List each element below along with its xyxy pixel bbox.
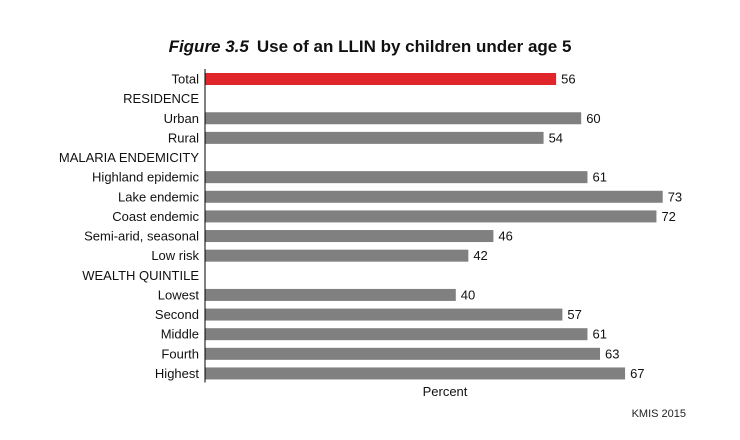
- data-label: 56: [561, 72, 575, 87]
- category-label: Lowest: [158, 287, 200, 302]
- category-heading: RESIDENCE: [123, 91, 199, 106]
- bar: [205, 230, 494, 243]
- category-label: Coast endemic: [112, 209, 199, 224]
- category-label: Lake endemic: [118, 189, 199, 204]
- bar: [205, 367, 626, 380]
- data-label: 40: [461, 287, 475, 302]
- bar: [205, 328, 588, 341]
- bar: [205, 308, 563, 321]
- bar: [205, 171, 588, 184]
- data-label: 42: [473, 248, 487, 263]
- data-label: 61: [592, 327, 606, 342]
- category-label: Low risk: [151, 248, 199, 263]
- data-label: 61: [592, 170, 606, 185]
- data-label: 72: [661, 209, 675, 224]
- data-label: 46: [498, 229, 512, 244]
- figure-title-text: Use of an LLIN by children under age 5: [256, 37, 572, 56]
- category-label: Middle: [161, 327, 199, 342]
- figure-label: Figure 3.5: [168, 37, 249, 56]
- x-axis-label: Percent: [423, 384, 468, 399]
- bar-highlight: [205, 73, 557, 85]
- source-note: KMIS 2015: [631, 408, 686, 420]
- chart-title: Figure 3.5 Use of an LLIN by children und…: [0, 37, 740, 57]
- category-label: Total: [172, 72, 200, 87]
- category-heading: WEALTH QUINTILE: [82, 268, 199, 283]
- category-label: Highland epidemic: [92, 170, 199, 185]
- category-label: Semi-arid, seasonal: [84, 229, 199, 244]
- category-label: Urban: [164, 111, 199, 126]
- data-label: 60: [586, 111, 600, 126]
- data-label: 67: [630, 366, 644, 381]
- data-label: 57: [567, 307, 581, 322]
- category-heading: MALARIA ENDEMICITY: [59, 150, 199, 165]
- data-label: 63: [605, 346, 619, 361]
- bar: [205, 131, 544, 144]
- data-label: 54: [549, 130, 563, 145]
- category-label: Rural: [168, 130, 199, 145]
- bar: [205, 347, 601, 360]
- bar: [205, 190, 663, 203]
- bar: [205, 249, 469, 262]
- bar: [205, 288, 456, 301]
- category-label: Second: [155, 307, 199, 322]
- bar: [205, 210, 657, 223]
- bar: [205, 112, 582, 125]
- category-label: Highest: [155, 366, 199, 381]
- data-label: 73: [668, 189, 682, 204]
- category-label: Fourth: [161, 346, 199, 361]
